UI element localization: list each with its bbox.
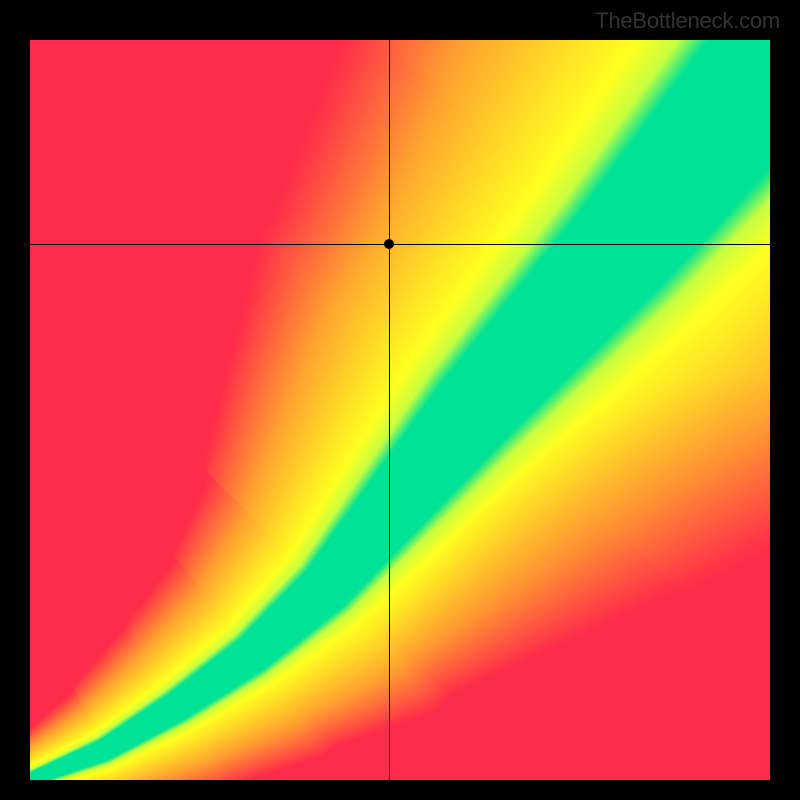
crosshair-marker xyxy=(384,239,394,249)
crosshair-vertical xyxy=(389,40,390,780)
heatmap-plot xyxy=(30,40,770,780)
crosshair-horizontal xyxy=(30,244,770,245)
heatmap-canvas xyxy=(30,40,770,780)
chart-frame: TheBottleneck.com xyxy=(0,0,800,800)
watermark-label: TheBottleneck.com xyxy=(595,8,780,34)
